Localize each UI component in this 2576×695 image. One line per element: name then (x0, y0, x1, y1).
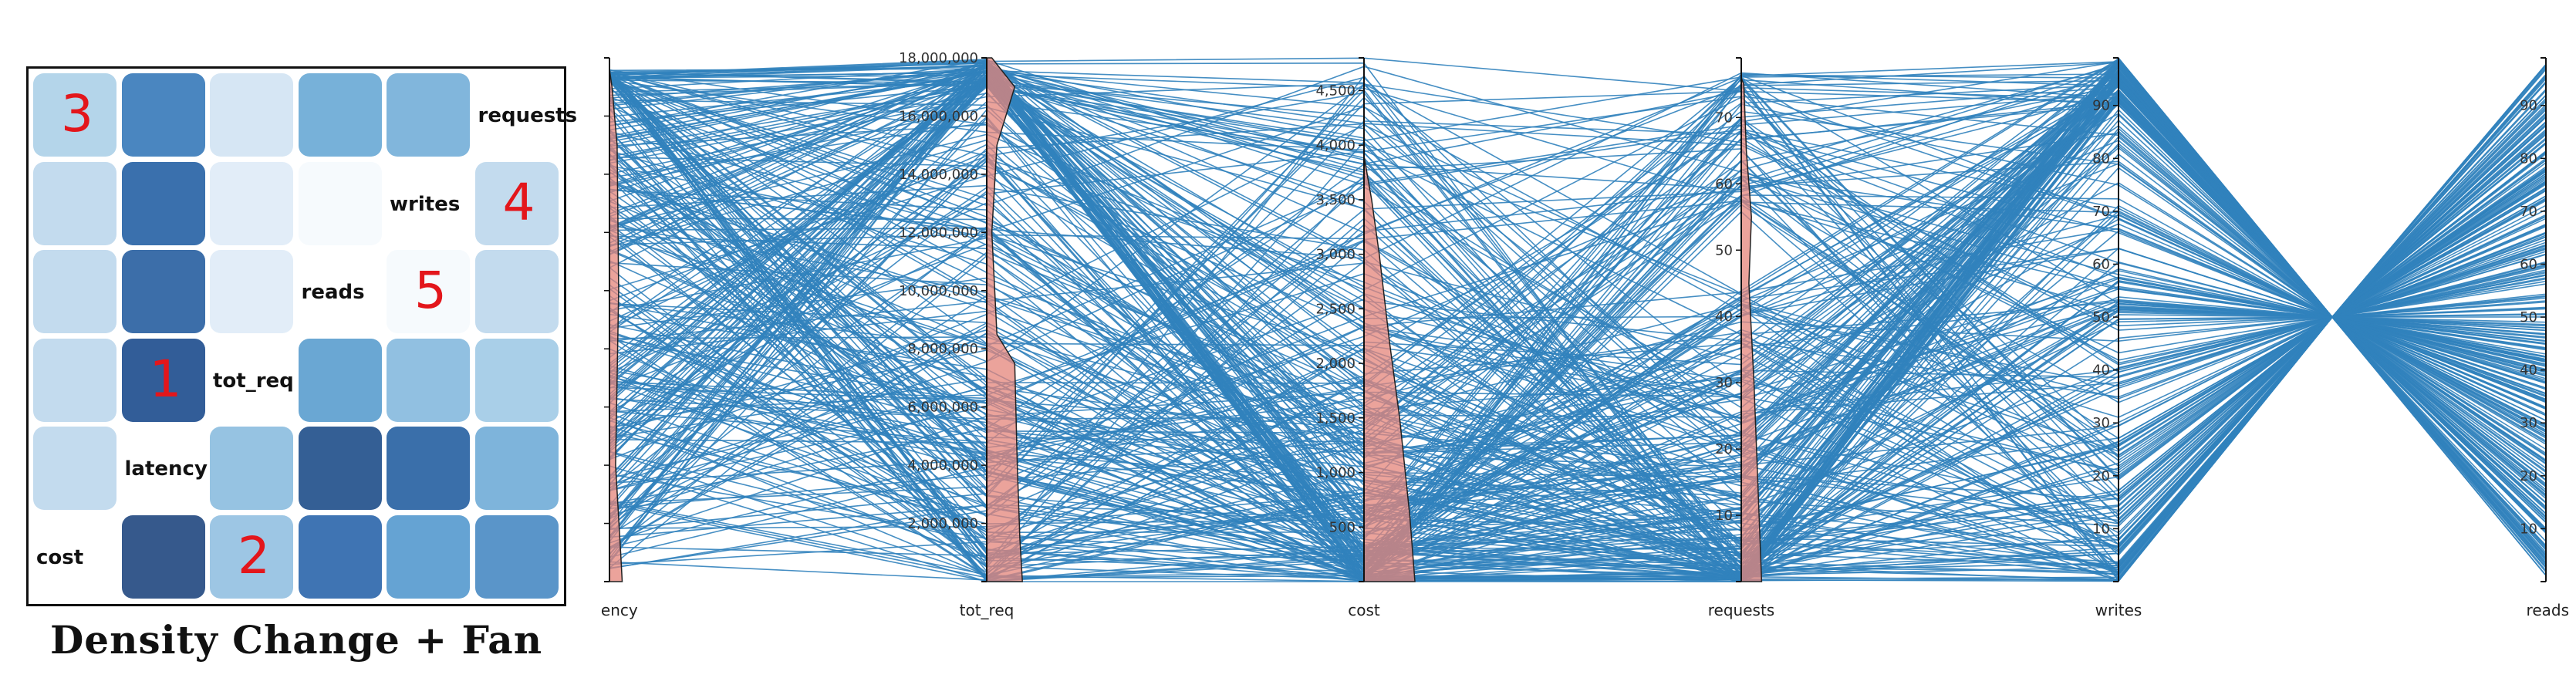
tick-label: 6,000,000 (907, 400, 978, 416)
tick-label: 8,000,000 (907, 341, 978, 357)
variable-label: requests (478, 104, 578, 127)
tick-label: 50 (2092, 309, 2110, 326)
tick-label: 70 (2092, 204, 2110, 220)
matrix-cell[interactable] (474, 250, 559, 333)
density-shape (609, 69, 623, 582)
tick-label: 10 (2092, 521, 2110, 537)
tick-label: 60 (1715, 176, 1733, 192)
matrix-cell[interactable] (210, 161, 293, 245)
tick-label: 4,000 (1315, 137, 1356, 154)
tick-label: 50 (1715, 242, 1733, 258)
matrix-cell[interactable] (121, 250, 205, 333)
matrix-cell[interactable] (33, 338, 116, 422)
parallel-coordinates-plot: 0.10.20.30.40.50.60.70.8latency2,000,000… (602, 50, 2569, 619)
matrix-cell[interactable] (210, 427, 293, 510)
matrix-cell[interactable] (210, 250, 293, 333)
matrix-cell[interactable] (33, 427, 116, 510)
tick-label: 10,000,000 (899, 283, 978, 299)
tick-label: 1,000 (1315, 465, 1356, 481)
cell-annotation-number: 1 (149, 349, 182, 409)
matrix-cell[interactable] (387, 515, 470, 599)
matrix-cell[interactable] (298, 515, 382, 599)
matrix-cell[interactable] (387, 73, 470, 157)
tick-label: 14,000,000 (899, 167, 978, 183)
matrix-cell[interactable] (121, 161, 205, 245)
tick-label: 30 (2520, 415, 2537, 431)
tick-label: 70 (1715, 110, 1733, 126)
matrix-cell[interactable] (474, 338, 559, 422)
variable-label: tot_req (213, 369, 294, 393)
variable-label: cost (36, 545, 84, 569)
tick-label: 20 (2092, 468, 2110, 484)
tick-label: 4,000,000 (907, 457, 978, 474)
tick-label: 10 (2520, 521, 2537, 537)
tick-label: 30 (2092, 415, 2110, 431)
tick-label: 40 (1715, 309, 1733, 325)
tick-label: 2,000 (1315, 356, 1356, 372)
tick-label: 16,000,000 (899, 108, 978, 124)
axis-label: reads (2527, 601, 2569, 619)
cell-annotation-number: 5 (414, 261, 447, 320)
tick-label: 90 (2520, 98, 2537, 114)
matrix-cell[interactable] (298, 161, 382, 245)
matrix-cell[interactable] (121, 73, 205, 157)
tick-label: 20 (1715, 441, 1733, 457)
tick-label: 2,000,000 (907, 516, 978, 532)
axis-label: requests (1708, 601, 1774, 619)
cell-annotation-number: 4 (502, 172, 535, 232)
polyline-layer (609, 57, 2547, 583)
density-shape (986, 57, 1023, 582)
matrix-cell[interactable] (33, 161, 116, 245)
matrix-cell[interactable] (210, 73, 293, 157)
tick-label: 30 (1715, 375, 1733, 391)
tick-label: 2,500 (1315, 301, 1356, 317)
cell-annotation-number: 2 (238, 525, 270, 585)
variable-label: writes (390, 192, 461, 216)
tick-label: 80 (2520, 150, 2537, 167)
matrix-cell[interactable] (298, 73, 382, 157)
tick-label: 70 (2520, 204, 2537, 220)
matrix-cell[interactable] (387, 338, 470, 422)
tick-label: 20 (2520, 468, 2537, 484)
tick-label: 10 (1715, 508, 1733, 524)
matrix-cell[interactable] (298, 427, 382, 510)
density-shape (1363, 156, 1416, 582)
matrix-cell[interactable] (474, 515, 559, 599)
matrix-cell[interactable] (121, 515, 205, 599)
matrix-cell[interactable] (210, 515, 293, 599)
matrix-cell[interactable] (474, 427, 559, 510)
tick-label: 90 (2092, 98, 2110, 114)
tick-label: 60 (2092, 256, 2110, 272)
tick-label: 3,500 (1315, 192, 1356, 208)
matrix-cell[interactable] (474, 161, 559, 245)
density-shape (1740, 77, 1763, 582)
tick-label: 40 (2520, 363, 2537, 379)
cell-annotation-number: 3 (61, 84, 93, 143)
variable-label: latency (124, 457, 208, 481)
axis-label: writes (2095, 601, 2142, 619)
tick-label: 60 (2520, 256, 2537, 272)
tick-label: 500 (1329, 519, 1356, 535)
tick-label: 18,000,000 (899, 50, 978, 66)
tick-label: 1,500 (1315, 410, 1356, 427)
matrix-cell[interactable] (33, 73, 116, 157)
axis-label: latency (602, 601, 638, 619)
matrix-cell[interactable] (387, 427, 470, 510)
tick-label: 12,000,000 (899, 224, 978, 241)
tick-label: 4,500 (1315, 83, 1356, 99)
matrix-cell[interactable] (298, 338, 382, 422)
matrix-cell[interactable] (121, 338, 205, 422)
axis-label: cost (1348, 601, 1380, 619)
axis-label: tot_req (960, 601, 1015, 619)
variable-label: reads (301, 281, 365, 304)
tick-label: 50 (2520, 309, 2537, 326)
chart-title: Density Change + Fan (49, 617, 543, 663)
tick-label: 40 (2092, 363, 2110, 379)
matrix-cell[interactable] (33, 250, 116, 333)
tick-label: 3,000 (1315, 247, 1356, 263)
tick-label: 80 (2092, 150, 2110, 167)
matrix-cell[interactable] (387, 250, 470, 333)
